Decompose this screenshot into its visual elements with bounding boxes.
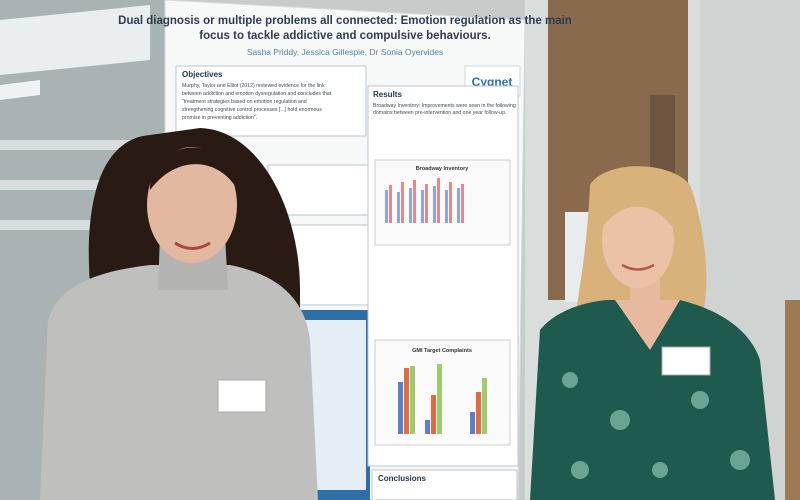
frosted-band bbox=[0, 140, 170, 150]
chart-box bbox=[374, 339, 511, 446]
section-heading: Objectives bbox=[182, 70, 223, 79]
name-badge bbox=[217, 379, 267, 413]
poster-title: focus to tackle addictive and compulsive… bbox=[199, 30, 490, 42]
ceiling-light bbox=[0, 80, 40, 100]
wood-edge bbox=[785, 300, 800, 500]
ceiling-light bbox=[0, 5, 150, 75]
chart-decoration bbox=[385, 178, 464, 223]
body-text: promise in preventing addiction". bbox=[182, 115, 257, 121]
section-heading: Conclusions bbox=[378, 474, 427, 483]
person-left bbox=[40, 128, 318, 500]
frosted-band bbox=[0, 180, 170, 190]
body-text: domains between pre-intervention and one… bbox=[373, 110, 507, 116]
chart-box bbox=[374, 159, 511, 246]
body-text: strengthening cognitive control processe… bbox=[182, 107, 322, 113]
body-text: Broadway Inventory: Improvements were se… bbox=[373, 103, 516, 109]
poster-authors: Sasha Priddy, Jessica Gillespie, Dr Soni… bbox=[247, 47, 443, 57]
objectives-box bbox=[175, 65, 367, 137]
body-text: Murphy, Taylor and Elliot (2012) reviewe… bbox=[182, 83, 325, 89]
conclusions-box bbox=[371, 469, 518, 500]
poster-title: Dual diagnosis or multiple problems all … bbox=[118, 15, 572, 27]
name-badge bbox=[661, 346, 711, 376]
person-right bbox=[530, 166, 775, 500]
body-text: between addiction and emotion dysregulat… bbox=[182, 91, 332, 97]
section-heading: Results bbox=[373, 90, 402, 99]
frosted-band bbox=[0, 220, 170, 230]
body-text: "treatment strategies based on emotion r… bbox=[182, 99, 307, 105]
chart-title: Broadway Inventory bbox=[416, 166, 470, 172]
door-panel bbox=[650, 95, 675, 175]
chart-title: GMI Target Complaints bbox=[412, 348, 472, 354]
chart-decoration bbox=[398, 364, 487, 434]
